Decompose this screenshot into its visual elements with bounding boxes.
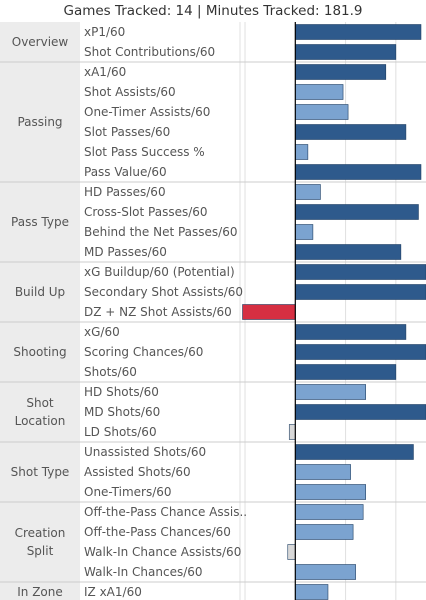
group-backgrounds	[0, 22, 80, 600]
metric-label: HD Passes/60	[84, 185, 166, 199]
group-label: Creation	[15, 526, 66, 540]
metric-label: MD Shots/60	[84, 405, 160, 419]
group-label-cell	[0, 62, 80, 182]
metric-label: Unassisted Shots/60	[84, 445, 206, 459]
group-label: Location	[15, 414, 66, 428]
group-label: Split	[27, 544, 54, 558]
bar-iz-xa1-60	[294, 584, 329, 600]
chart-title: Games Tracked: 14 | Minutes Tracked: 181…	[63, 3, 363, 19]
metric-label: xG/60	[84, 325, 120, 339]
metric-label: Behind the Net Passes/60	[84, 225, 237, 239]
bar-hd-passes-60	[294, 184, 321, 200]
labels-layer: Overview xP1/60 Shot Contributions/60 Passi…	[11, 25, 247, 599]
bar-slot-pass-success	[294, 144, 309, 160]
group-label-cell	[0, 582, 80, 600]
bar-dz-nz-shot-assists-60	[242, 304, 296, 320]
bar-shot-assists-60	[294, 84, 344, 100]
metric-label: Shots/60	[84, 365, 137, 379]
bar-xg-60	[294, 324, 407, 340]
group-label: Shot	[26, 396, 54, 410]
group-label: In Zone	[17, 585, 63, 599]
metric-label: Pass Value/60	[84, 165, 167, 179]
group-label: Overview	[12, 35, 69, 49]
metric-label: Slot Pass Success %	[84, 145, 205, 159]
bar-walk-in-chance-assists-60	[287, 544, 296, 560]
group-label-cell	[0, 182, 80, 262]
metric-label: xG Buildup/60 (Potential)	[84, 265, 235, 279]
metric-label: IZ xA1/60	[84, 585, 142, 599]
group-label-cell	[0, 322, 80, 382]
bar-secondary-shot-assists-60	[294, 284, 426, 300]
bar-behind-the-net-passes-60	[294, 224, 314, 240]
metric-label: Walk-In Chances/60	[84, 565, 203, 579]
bar-assisted-shots-60	[294, 464, 351, 480]
metric-label: MD Passes/60	[84, 245, 167, 259]
bar-one-timer-assists-60	[294, 104, 349, 120]
group-label-cell	[0, 442, 80, 502]
group-label: Build Up	[15, 285, 65, 299]
metric-label: One-Timers/60	[84, 485, 172, 499]
metric-label: Shot Contributions/60	[84, 45, 215, 59]
metric-label: Off-the-Pass Chances/60	[84, 525, 231, 539]
metric-label: Scoring Chances/60	[84, 345, 203, 359]
player-metrics-chart: Overview xP1/60 Shot Contributions/60 Passi…	[0, 22, 426, 600]
metric-label: Walk-In Chance Assists/60	[84, 545, 241, 559]
group-label-cell	[0, 502, 80, 582]
metric-label: Off-the-Pass Chance Assis..	[84, 505, 247, 519]
bar-xa1-60	[294, 64, 387, 80]
bars-layer	[242, 24, 426, 600]
bar-xg-buildup-60-potential	[294, 264, 426, 280]
bar-one-timers-60	[294, 484, 366, 500]
group-label: Shot Type	[11, 465, 70, 479]
bar-md-passes-60	[294, 244, 402, 260]
metric-label: Assisted Shots/60	[84, 465, 191, 479]
bar-md-shots-60	[294, 404, 426, 420]
metric-label: One-Timer Assists/60	[84, 105, 210, 119]
bar-shot-contributions-60	[294, 44, 397, 60]
bar-off-the-pass-chances-60	[294, 524, 354, 540]
metric-label: Cross-Slot Passes/60	[84, 205, 208, 219]
bar-ld-shots-60	[288, 424, 296, 440]
metric-label: HD Shots/60	[84, 385, 159, 399]
group-label: Pass Type	[11, 215, 69, 229]
metric-label: xP1/60	[84, 25, 125, 39]
metric-label: DZ + NZ Shot Assists/60	[84, 305, 232, 319]
bar-hd-shots-60	[294, 384, 366, 400]
metric-label: Slot Passes/60	[84, 125, 170, 139]
bar-scoring-chances-60	[294, 344, 426, 360]
bar-cross-slot-passes-60	[294, 204, 419, 220]
bar-off-the-pass-chance-assis	[294, 504, 364, 520]
group-label-cell	[0, 22, 80, 62]
bar-unassisted-shots-60	[294, 444, 414, 460]
group-label-cell	[0, 382, 80, 442]
bar-shots-60	[294, 364, 397, 380]
group-label-cell	[0, 262, 80, 322]
group-label: Shooting	[13, 345, 66, 359]
metric-label: LD Shots/60	[84, 425, 157, 439]
bar-walk-in-chances-60	[294, 564, 356, 580]
metric-label: xA1/60	[84, 65, 126, 79]
bar-xp1-60	[294, 24, 422, 40]
group-label: Passing	[17, 115, 62, 129]
metric-label: Secondary Shot Assists/60	[84, 285, 243, 299]
metric-label: Shot Assists/60	[84, 85, 176, 99]
bar-pass-value-60	[294, 164, 422, 180]
bar-slot-passes-60	[294, 124, 407, 140]
